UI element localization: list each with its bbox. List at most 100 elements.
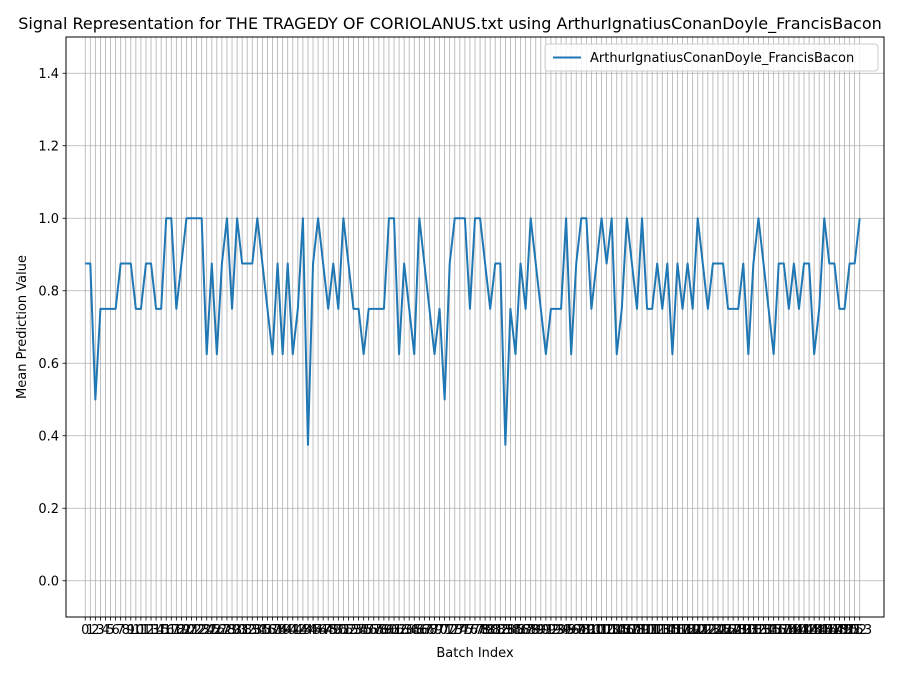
- x-tick-label: 26: [209, 623, 226, 638]
- legend-label: ArthurIgnatiusConanDoyle_FrancisBacon: [590, 51, 854, 66]
- x-tick-label: 38: [269, 623, 286, 638]
- chart-title: Signal Representation for THE TRAGEDY OF…: [18, 14, 882, 34]
- x-tick-label: 13: [143, 623, 160, 638]
- x-tick-label: 98: [573, 623, 590, 638]
- x-tick-label: 143: [797, 623, 822, 638]
- x-tick-label: 69: [426, 623, 443, 638]
- y-axis-label: Mean Prediction Value: [15, 255, 30, 399]
- x-tick-label: 23: [193, 623, 210, 638]
- x-tick-label: 2: [91, 623, 99, 638]
- x-tick-label: 81: [487, 623, 504, 638]
- x-tick-label: 105: [604, 623, 629, 638]
- x-tick-label: 47: [315, 623, 332, 638]
- y-tick-label: 1.0: [38, 212, 59, 227]
- x-tick-label: 19: [173, 623, 190, 638]
- x-tick-label: 122: [690, 623, 715, 638]
- x-tick-label: 106: [609, 623, 634, 638]
- x-tick-label: 112: [640, 623, 665, 638]
- x-tick-label: 85: [507, 623, 524, 638]
- x-tick-label: 139: [776, 623, 801, 638]
- y-tick-label: 1.2: [38, 139, 59, 154]
- x-tick-label: 125: [706, 623, 731, 638]
- x-tick-label: 94: [553, 623, 570, 638]
- x-tick-label: 43: [295, 623, 312, 638]
- x-tick-label: 25: [204, 623, 221, 638]
- x-tick-label: 34: [249, 623, 266, 638]
- x-tick-label: 145: [807, 623, 832, 638]
- x-tick-label: 6: [111, 623, 119, 638]
- y-tick-label: 0.8: [38, 284, 59, 299]
- x-tick-label: 114: [650, 623, 675, 638]
- x-tick-label: 51: [335, 623, 352, 638]
- x-tick-label: 150: [832, 623, 857, 638]
- x-tick-label: 79: [477, 623, 494, 638]
- legend: ArthurIgnatiusConanDoyle_FrancisBacon: [544, 43, 879, 72]
- x-tick-label: 35: [254, 623, 271, 638]
- x-tick-label: 137: [766, 623, 791, 638]
- x-axis-tick-labels: 0123456789101112131415161718192021222324…: [81, 623, 872, 638]
- x-tick-label: 11: [133, 623, 150, 638]
- x-tick-label: 33: [244, 623, 261, 638]
- x-tick-label: 68: [421, 623, 438, 638]
- x-tick-label: 151: [837, 623, 862, 638]
- x-tick-label: 22: [188, 623, 205, 638]
- x-tick-label: 1: [86, 623, 94, 638]
- x-tick-label: 87: [517, 623, 534, 638]
- x-tick-label: 36: [259, 623, 276, 638]
- x-tick-label: 82: [492, 623, 509, 638]
- x-tick-label: 126: [711, 623, 736, 638]
- x-tick-label: 100: [579, 623, 604, 638]
- x-tick-label: 20: [178, 623, 195, 638]
- x-tick-label: 63: [396, 623, 413, 638]
- x-tick-label: 50: [330, 623, 347, 638]
- x-tick-label: 97: [568, 623, 585, 638]
- x-tick-label: 88: [522, 623, 539, 638]
- x-tick-label: 46: [310, 623, 327, 638]
- x-tick-label: 32: [239, 623, 256, 638]
- x-tick-label: 123: [695, 623, 720, 638]
- x-tick-label: 55: [355, 623, 372, 638]
- y-tick-label: 1.4: [38, 67, 59, 82]
- x-tick-label: 45: [305, 623, 322, 638]
- x-tick-label: 15: [153, 623, 170, 638]
- x-tick-label: 57: [365, 623, 382, 638]
- y-tick-label: 0.2: [38, 502, 59, 517]
- x-tick-label: 21: [183, 623, 200, 638]
- x-tick-label: 118: [670, 623, 695, 638]
- y-tick-label: 0.6: [38, 357, 59, 372]
- x-tick-label: 104: [599, 623, 624, 638]
- x-tick-label: 133: [746, 623, 771, 638]
- x-tick-label: 9: [127, 623, 135, 638]
- x-tick-label: 31: [234, 623, 251, 638]
- x-tick-label: 5: [106, 623, 114, 638]
- x-tick-label: 70: [431, 623, 448, 638]
- x-tick-label: 8: [122, 623, 130, 638]
- y-tick-label: 0.4: [38, 429, 59, 444]
- x-tick-label: 113: [645, 623, 670, 638]
- x-tick-label: 64: [401, 623, 418, 638]
- x-tick-label: 141: [787, 623, 812, 638]
- x-tick-label: 108: [620, 623, 645, 638]
- x-tick-label: 129: [726, 623, 751, 638]
- x-tick-label: 10: [128, 623, 145, 638]
- x-tick-label: 74: [452, 623, 469, 638]
- x-tick-label: 84: [502, 623, 519, 638]
- x-tick-label: 29: [224, 623, 241, 638]
- x-tick-label: 48: [320, 623, 337, 638]
- x-tick-label: 153: [847, 623, 872, 638]
- x-tick-label: 90: [533, 623, 550, 638]
- x-tick-label: 28: [219, 623, 236, 638]
- x-tick-label: 59: [376, 623, 393, 638]
- x-tick-label: 147: [817, 623, 842, 638]
- x-tick-label: 138: [771, 623, 796, 638]
- x-tick-label: 149: [827, 623, 852, 638]
- x-tick-label: 140: [781, 623, 806, 638]
- x-tick-label: 102: [589, 623, 614, 638]
- x-tick-label: 49: [325, 623, 342, 638]
- x-tick-label: 53: [345, 623, 362, 638]
- y-tick-label: 0.0: [38, 574, 59, 589]
- x-tick-label: 127: [716, 623, 741, 638]
- x-tick-label: 103: [594, 623, 619, 638]
- x-tick-label: 76: [462, 623, 479, 638]
- x-tick-label: 54: [350, 623, 367, 638]
